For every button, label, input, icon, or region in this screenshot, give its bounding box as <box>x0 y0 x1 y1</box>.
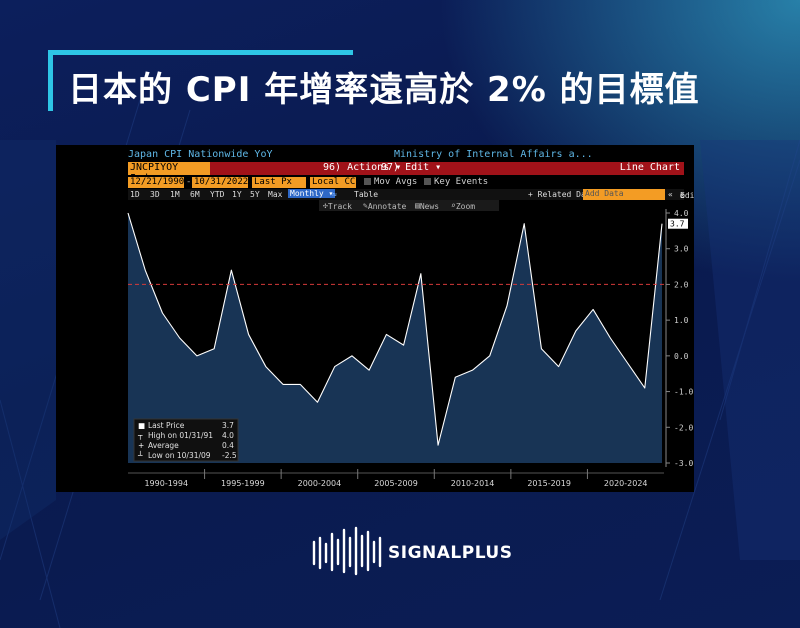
collapse-icon[interactable]: « <box>668 190 673 199</box>
legend-average-symbol: + <box>138 441 144 450</box>
bloomberg-terminal-panel: Japan CPI Nationwide YoY Ministry of Int… <box>56 145 694 492</box>
legend-average-label: Average <box>148 441 179 450</box>
legend-low-label: Low on 10/31/09 <box>148 451 211 460</box>
end-date-field[interactable]: 10/31/2022 <box>192 177 249 188</box>
x-tick-label: 1990-1994 <box>144 479 188 488</box>
last-value-label: 3.7 <box>670 220 685 229</box>
x-tick-label: 1995-1999 <box>221 479 265 488</box>
period-5y[interactable]: 5Y <box>250 190 260 199</box>
add-data-input[interactable]: Add Data <box>583 189 665 200</box>
y-tick-label: -1.0 <box>674 388 693 397</box>
mov-avgs-toggle[interactable]: Mov Avgs <box>364 177 417 187</box>
actions-menu[interactable]: 96) Actions ▾ <box>323 162 402 173</box>
currency-select[interactable]: Local CCY <box>310 177 361 188</box>
x-tick-label: 2005-2009 <box>374 479 418 488</box>
last-value-box <box>668 218 688 229</box>
x-tick-label: 2000-2004 <box>298 479 342 488</box>
y-tick-label: 2.0 <box>674 280 689 289</box>
legend-high-value: 4.0 <box>222 431 234 440</box>
series-header: Japan CPI Nationwide YoY Ministry of Int… <box>128 149 688 161</box>
period-ytd[interactable]: YTD <box>210 190 225 199</box>
legend-last-price-value: 3.7 <box>222 421 234 430</box>
price-field-select[interactable]: Last Px <box>252 177 306 188</box>
period-1y[interactable]: 1Y <box>232 190 242 199</box>
chart-tools-bar: ✣ Track ✎ Annotate ▤ News ⌕ Zoom <box>319 200 499 211</box>
period-1m[interactable]: 1M <box>170 190 180 199</box>
annotate-tool[interactable]: ✎ Annotate <box>363 201 407 211</box>
edit-menu[interactable]: 97) Edit ▾ <box>381 162 442 173</box>
cpi-area-fill <box>128 213 662 463</box>
y-tick-label: 1.0 <box>674 316 689 325</box>
legend-last-price-symbol: ■ <box>138 421 145 430</box>
x-tick-label: 2015-2019 <box>527 479 571 488</box>
news-tool[interactable]: ▤ News <box>415 201 440 211</box>
track-tool[interactable]: ✣ Track <box>323 201 352 211</box>
zoom-tool[interactable]: ⌕ Zoom <box>451 201 476 211</box>
cpi-line-chart[interactable]: 4.0 3.0 2.0 1.0 0.0 -1.0 -2.0 -3.0 3.7 1990-1994 1… <box>56 145 694 492</box>
signalplus-logo-mark <box>312 526 382 576</box>
legend-high-label: High on 01/31/91 <box>148 431 213 440</box>
period-3d[interactable]: 3D <box>150 190 160 199</box>
legend-average-value: 0.4 <box>222 441 234 450</box>
period-toolbar: 1D 3D 1M 6M YTD 1Y 5Y Max Monthly ▾ ≈ Ta… <box>128 189 694 200</box>
frequency-select[interactable]: Monthly ▾ <box>288 189 336 198</box>
related-data-button[interactable]: + Related Dat <box>528 190 591 199</box>
series-source: Ministry of Internal Affairs a... <box>394 149 593 160</box>
cpi-series-line <box>127 212 663 446</box>
brand-name: SIGNALPLUS <box>388 543 513 563</box>
legend-high-symbol: ┬ <box>137 431 143 440</box>
legend-box <box>133 418 239 462</box>
checkbox-icon <box>364 178 371 185</box>
x-tick-label: 2020-2024 <box>604 479 648 488</box>
y-tick-label: 4.0 <box>674 209 689 218</box>
title-frame <box>48 50 353 111</box>
legend-low-symbol: ┴ <box>137 450 143 460</box>
legend-low-value: -2.5 <box>222 451 237 460</box>
page-title: 日本的 CPI 年增率遠高於 2% 的目標值 <box>68 70 700 110</box>
key-events-toggle[interactable]: Key Events <box>424 177 488 187</box>
y-tick-label: 0.0 <box>674 352 689 361</box>
table-button[interactable]: Table <box>354 190 379 199</box>
legend-last-price-label: Last Price <box>148 421 185 430</box>
y-tick-label: -2.0 <box>674 423 693 432</box>
chart-type-icon[interactable]: ≈ <box>332 190 337 199</box>
x-tick-label: 2010-2014 <box>451 479 495 488</box>
period-6m[interactable]: 6M <box>190 190 200 199</box>
start-date-field[interactable]: 12/21/1990 <box>128 177 185 188</box>
series-name: Japan CPI Nationwide YoY <box>128 149 273 160</box>
checkbox-icon <box>424 178 431 185</box>
gear-icon: ⚙ <box>680 191 685 200</box>
y-tick-label: 3.0 <box>674 245 689 254</box>
period-1d[interactable]: 1D <box>130 190 140 199</box>
period-max[interactable]: Max <box>268 190 283 199</box>
y-tick-label: -3.0 <box>674 459 693 468</box>
chart-kind-label: Line Chart <box>619 162 680 173</box>
date-range-bar: 12/21/1990 - 10/31/2022 Last Px Local CC… <box>128 177 489 188</box>
